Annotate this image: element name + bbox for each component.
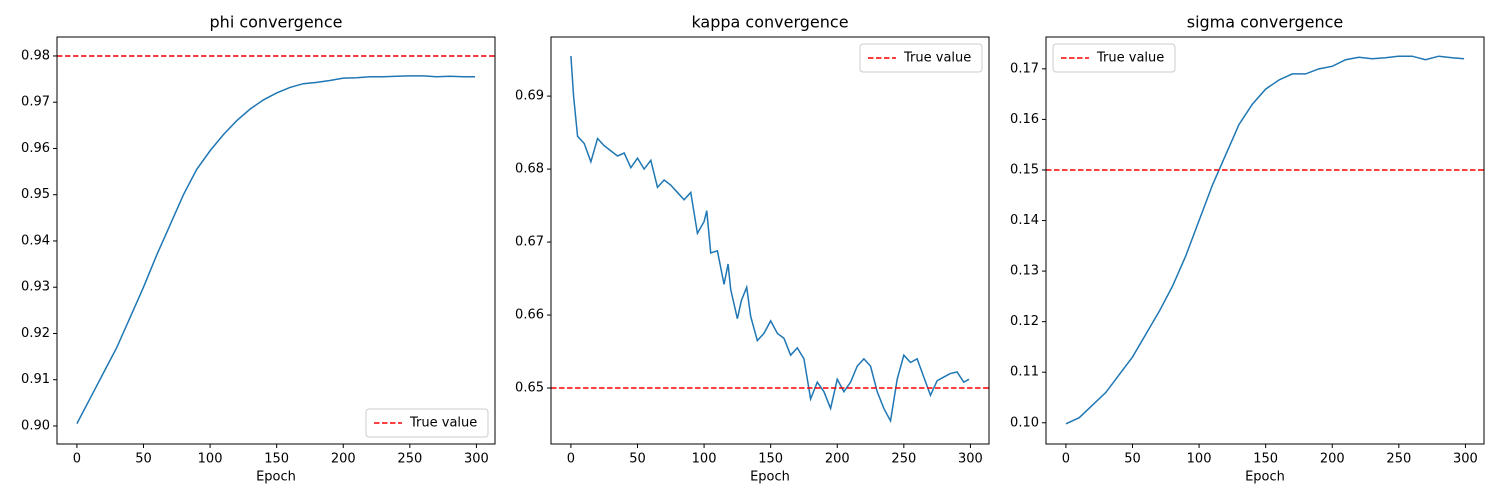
y-tick-label: 0.95	[21, 187, 50, 202]
data-line	[570, 55, 970, 424]
y-tick-label: 0.93	[21, 280, 50, 295]
data-line	[1065, 55, 1465, 425]
x-tick-label: 300	[1453, 452, 1478, 467]
legend-label: True value	[1096, 51, 1164, 66]
x-tick-label: 250	[1386, 452, 1411, 467]
y-tick-label: 0.67	[515, 235, 544, 250]
legend-box	[365, 408, 489, 438]
y-tick-label: 0.10	[1010, 415, 1039, 430]
legend-label: True value	[903, 51, 971, 66]
axes-frame	[550, 36, 990, 445]
subplot: sigma convergence Epoch 0 50 100 150 200 250 300…	[1010, 13, 1485, 485]
x-tick-label: 0	[1062, 452, 1070, 467]
y-tick-label: 0.98	[21, 48, 50, 63]
x-tick-label: 50	[135, 452, 152, 467]
x-axis-label: Epoch	[750, 470, 790, 485]
x-tick-label: 300	[958, 452, 983, 467]
x-tick-label: 300	[464, 452, 489, 467]
y-tick-label: 0.94	[21, 233, 50, 248]
y-tick-label: 0.14	[1010, 213, 1039, 228]
x-tick-label: 150	[758, 452, 783, 467]
x-tick-label: 200	[1320, 452, 1345, 467]
y-tick-label: 0.16	[1010, 112, 1039, 127]
legend-box	[1052, 43, 1176, 73]
y-tick-label: 0.17	[1010, 61, 1039, 76]
y-tick-label: 0.91	[21, 372, 50, 387]
x-tick-label: 250	[891, 452, 916, 467]
y-tick-label: 0.65	[515, 381, 544, 396]
subplot-title: phi convergence	[210, 13, 343, 32]
x-tick-label: 150	[264, 452, 289, 467]
legend: True value	[1052, 43, 1176, 73]
legend-box	[859, 43, 983, 73]
x-tick-label: 150	[1253, 452, 1278, 467]
subplot: phi convergence Epoch 0 50 100 150 200 250 300 0.…	[21, 13, 496, 485]
y-tick-label: 0.69	[515, 89, 544, 104]
x-tick-label: 50	[629, 452, 646, 467]
legend: True value	[859, 43, 983, 73]
x-axis-label: Epoch	[256, 470, 296, 485]
x-tick-label: 100	[198, 452, 223, 467]
axes-frame	[56, 36, 496, 445]
subplot-title: kappa convergence	[691, 13, 848, 32]
x-tick-label: 200	[331, 452, 356, 467]
subplot: kappa convergence Epoch 0 50 100 150 200 250 300…	[515, 13, 990, 485]
x-tick-label: 100	[1187, 452, 1212, 467]
y-tick-label: 0.15	[1010, 162, 1039, 177]
legend: True value	[365, 408, 489, 438]
y-tick-label: 0.12	[1010, 314, 1039, 329]
y-tick-label: 0.90	[21, 418, 50, 433]
y-tick-label: 0.11	[1010, 365, 1039, 380]
y-tick-label: 0.68	[515, 162, 544, 177]
y-tick-label: 0.92	[21, 326, 50, 341]
y-tick-label: 0.96	[21, 141, 50, 156]
subplot-title: sigma convergence	[1187, 13, 1344, 32]
legend-label: True value	[409, 416, 477, 431]
x-axis-label: Epoch	[1245, 470, 1285, 485]
x-tick-label: 200	[825, 452, 850, 467]
x-tick-label: 0	[73, 452, 81, 467]
x-tick-label: 0	[567, 452, 575, 467]
x-tick-label: 50	[1124, 452, 1141, 467]
data-line	[76, 75, 476, 424]
y-tick-label: 0.97	[21, 95, 50, 110]
axes-frame	[1045, 36, 1485, 445]
x-tick-label: 100	[692, 452, 717, 467]
y-tick-label: 0.13	[1010, 264, 1039, 279]
x-tick-label: 250	[397, 452, 422, 467]
y-tick-label: 0.66	[515, 308, 544, 323]
